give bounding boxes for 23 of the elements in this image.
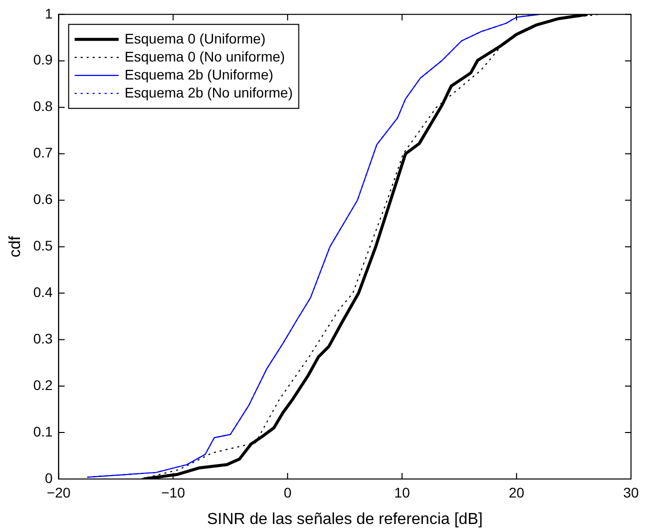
y-tick-label: 0.3	[33, 330, 53, 346]
legend-label: Esquema 2b (Uniforme)	[124, 66, 274, 82]
x-tick-label: 0	[284, 484, 292, 500]
legend-label: Esquema 2b (No uniforme)	[124, 84, 293, 100]
legend-label: Esquema 0 (No uniforme)	[124, 48, 285, 64]
x-tick-label: −20	[46, 484, 71, 500]
x-tick-label: 10	[394, 484, 410, 500]
y-axis-title: cdf	[7, 235, 24, 258]
y-tick-label: 0	[44, 470, 53, 486]
y-tick-label: 0.5	[33, 238, 53, 254]
x-tick-label: −10	[161, 484, 186, 500]
x-tick-label: 20	[508, 484, 525, 500]
legend-label: Esquema 0 (Uniforme)	[124, 30, 266, 46]
y-tick-label: 0.6	[33, 191, 53, 208]
y-tick-label: 1	[44, 5, 53, 22]
y-tick-label: 0.2	[33, 376, 53, 393]
y-tick-label: 0.7	[33, 144, 53, 161]
x-tick-label: 30	[623, 484, 639, 500]
y-tick-label: 0.1	[33, 423, 53, 440]
x-axis-title: SINR de las señales de referencia [dB]	[206, 510, 483, 528]
y-tick-label: 0.8	[33, 98, 53, 114]
y-tick-label: 0.9	[33, 52, 53, 68]
y-tick-label: 0.4	[33, 284, 53, 300]
